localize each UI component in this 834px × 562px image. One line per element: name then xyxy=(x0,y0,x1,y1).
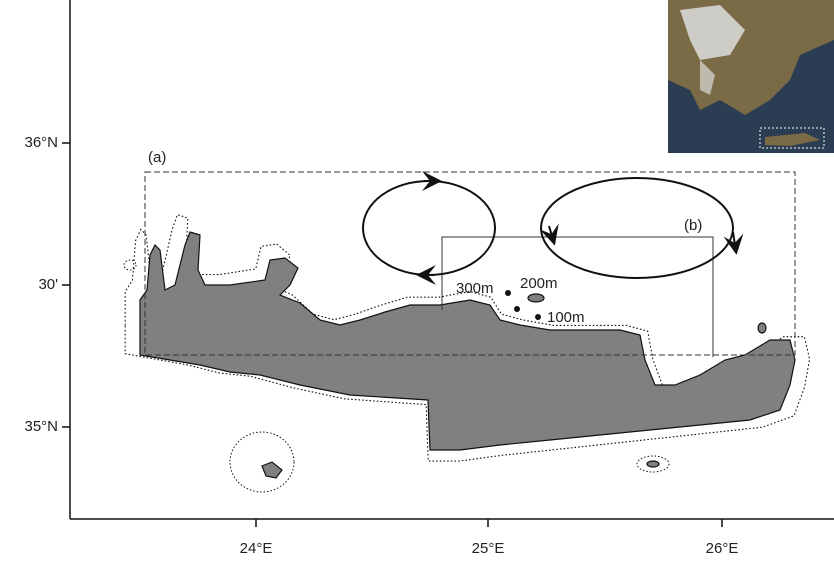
y-tick-label: 35°N xyxy=(24,418,58,435)
station-label: 200m xyxy=(520,275,558,292)
y-tick-label: 36°N xyxy=(24,134,58,151)
region-label: (a) xyxy=(148,149,166,166)
region-label: (b) xyxy=(684,217,702,234)
eddies xyxy=(363,178,735,278)
station-label: 100m xyxy=(547,309,585,326)
x-tick-label: 25°E xyxy=(472,540,505,557)
map: (a) (b) 300m 200m 100m 36°N 30' 35° xyxy=(0,0,834,562)
y-tick-label: 30' xyxy=(38,276,58,293)
inset-image xyxy=(668,0,834,153)
x-tick-label: 24°E xyxy=(240,540,273,557)
station-label: 300m xyxy=(456,280,494,297)
x-tick-label: 26°E xyxy=(706,540,739,557)
